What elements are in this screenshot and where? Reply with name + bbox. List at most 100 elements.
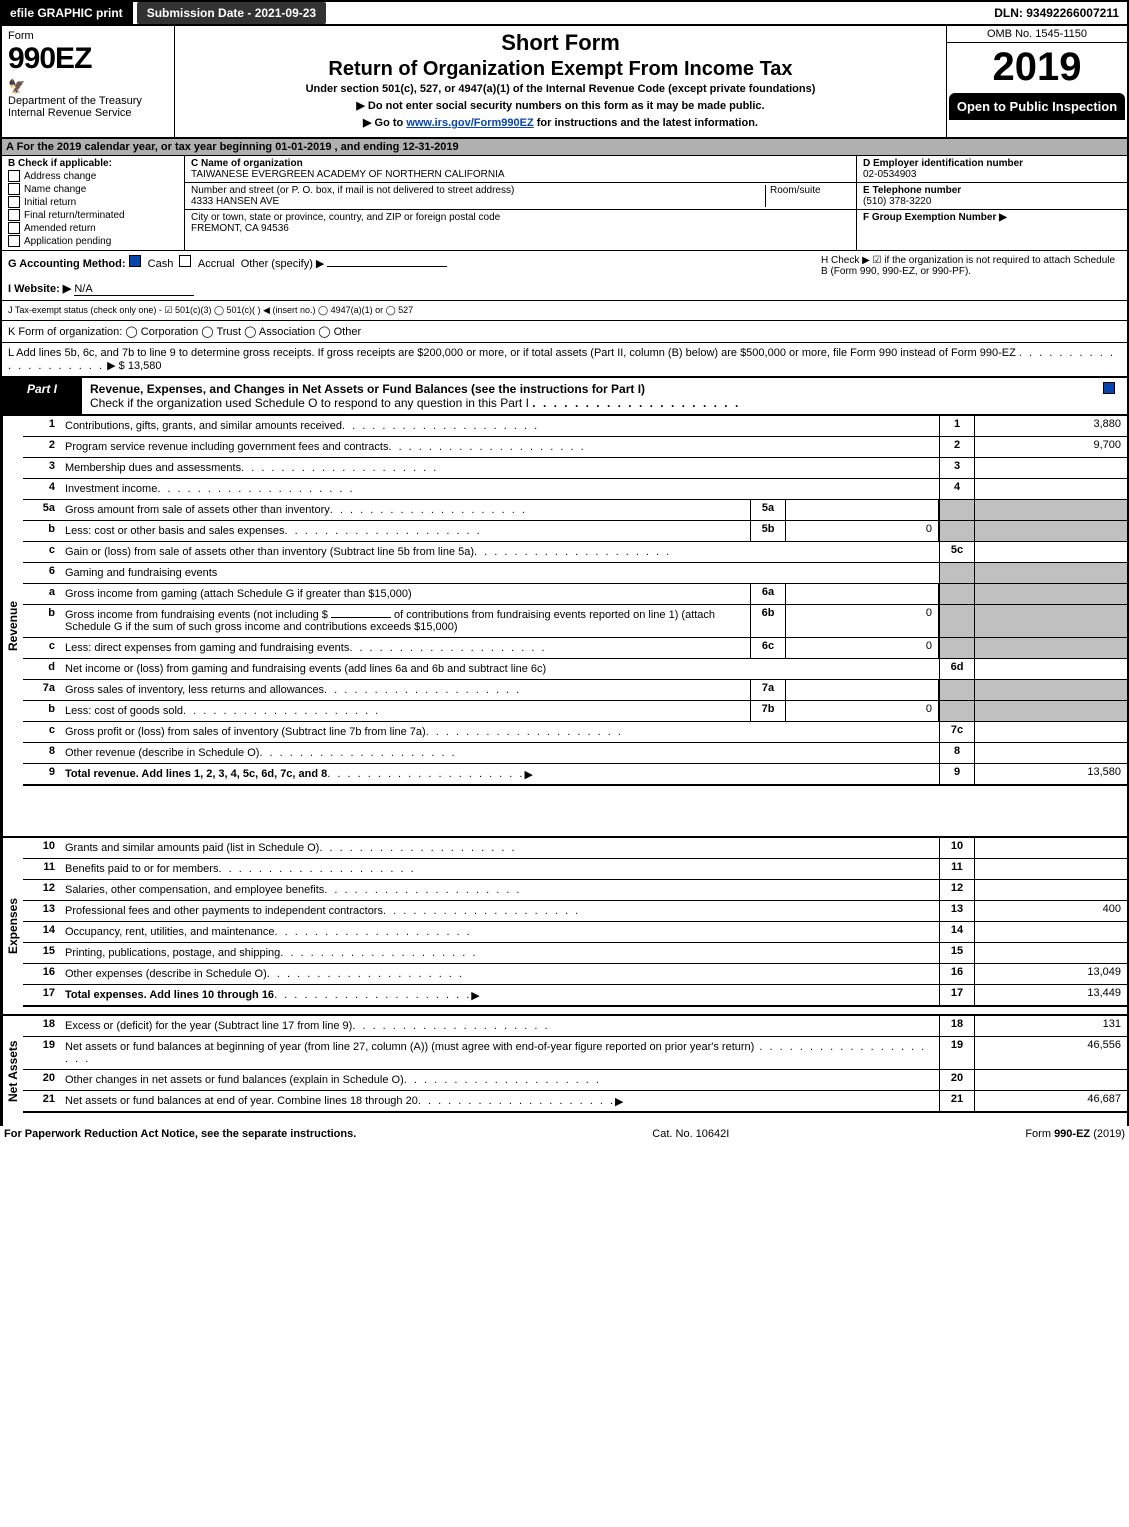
dots-icon	[285, 525, 482, 537]
contributions-field[interactable]	[331, 617, 391, 618]
row-rv	[974, 880, 1127, 900]
shaded-cell	[939, 701, 974, 721]
checkbox-name-change[interactable]	[8, 183, 20, 195]
row-desc: Gross sales of inventory, less returns a…	[65, 684, 324, 696]
row-num: 6	[23, 563, 61, 583]
submission-date-button[interactable]: Submission Date - 2021-09-23	[137, 2, 326, 24]
row-rv	[974, 1070, 1127, 1090]
row-mv: 0	[786, 638, 939, 658]
checkbox-cash[interactable]	[129, 255, 141, 267]
checkbox-schedule-o[interactable]	[1103, 382, 1115, 394]
tel-label: E Telephone number	[863, 185, 961, 196]
row-num: c	[23, 638, 61, 658]
row-num: c	[23, 722, 61, 742]
row-rn: 17	[939, 985, 974, 1005]
row-num: 8	[23, 743, 61, 763]
dept-treasury: Department of the Treasury	[8, 95, 168, 107]
row-rv: 46,687	[974, 1091, 1127, 1111]
shaded-cell	[939, 500, 974, 520]
checkbox-amended-return[interactable]	[8, 222, 20, 234]
efile-print-button[interactable]: efile GRAPHIC print	[2, 2, 133, 24]
row-mn: 5a	[750, 500, 786, 520]
row-desc: Gross income from gaming (attach Schedul…	[65, 588, 412, 600]
row-desc: Less: direct expenses from gaming and fu…	[65, 642, 349, 654]
part-1-check-text: Check if the organization used Schedule …	[90, 396, 529, 410]
room-suite-label: Room/suite	[765, 185, 850, 207]
dots-icon	[275, 926, 472, 938]
row-num: 16	[23, 964, 61, 984]
row-desc: Investment income	[65, 483, 157, 495]
expenses-vlabel: Expenses	[2, 838, 23, 1014]
row-mv	[786, 500, 939, 520]
dots-icon	[324, 884, 521, 896]
row-rn: 18	[939, 1016, 974, 1036]
shaded-cell	[939, 680, 974, 700]
checkbox-application-pending[interactable]	[8, 235, 20, 247]
part-1-title: Revenue, Expenses, and Changes in Net As…	[90, 382, 645, 396]
row-desc: Gross profit or (loss) from sales of inv…	[65, 726, 426, 738]
row-desc: Total revenue. Add lines 1, 2, 3, 4, 5c,…	[65, 768, 327, 780]
row-num: 12	[23, 880, 61, 900]
row-desc: Net assets or fund balances at beginning…	[65, 1041, 754, 1053]
shaded-cell	[974, 638, 1127, 658]
checkbox-initial-return[interactable]	[8, 196, 20, 208]
row-num: 9	[23, 764, 61, 784]
dots-icon	[218, 863, 415, 875]
row-desc: Membership dues and assessments	[65, 462, 241, 474]
row-rn: 21	[939, 1091, 974, 1111]
shaded-cell	[939, 521, 974, 541]
row-desc: Professional fees and other payments to …	[65, 905, 383, 917]
row-mn: 6b	[750, 605, 786, 637]
row-desc: Other expenses (describe in Schedule O)	[65, 968, 267, 980]
row-rv	[974, 542, 1127, 562]
irs-link[interactable]: www.irs.gov/Form990EZ	[406, 117, 533, 129]
row-rn: 6d	[939, 659, 974, 679]
irs-label: Internal Revenue Service	[8, 107, 168, 119]
row-num: b	[23, 701, 61, 721]
footer-right: Form 990-EZ (2019)	[1025, 1128, 1125, 1140]
line-l-arrow: ▶ $	[107, 360, 125, 372]
row-rn: 1	[939, 416, 974, 436]
accrual-label: Accrual	[198, 258, 235, 270]
row-rn: 19	[939, 1037, 974, 1069]
page-footer: For Paperwork Reduction Act Notice, see …	[0, 1126, 1129, 1142]
dots-icon	[532, 396, 740, 410]
part-1-table: Revenue 1Contributions, gifts, grants, a…	[0, 416, 1129, 1126]
shaded-cell	[974, 500, 1127, 520]
short-form-title: Short Form	[183, 30, 938, 56]
ein-value: 02-0534903	[863, 169, 916, 180]
org-name: TAIWANESE EVERGREEN ACADEMY OF NORTHERN …	[191, 169, 505, 180]
cb-label: Amended return	[24, 223, 96, 234]
row-desc: Less: cost of goods sold	[65, 705, 183, 717]
goto-note: ▶ Go to www.irs.gov/Form990EZ for instru…	[183, 116, 938, 129]
row-num: 7a	[23, 680, 61, 700]
shaded-cell	[939, 584, 974, 604]
row-rn: 16	[939, 964, 974, 984]
other-specify-field[interactable]	[327, 266, 447, 267]
row-num: 4	[23, 479, 61, 499]
row-rv	[974, 722, 1127, 742]
row-desc: Gain or (loss) from sale of assets other…	[65, 546, 474, 558]
line-g-h: G Accounting Method: Cash Accrual Other …	[0, 251, 1129, 301]
shaded-cell	[974, 563, 1127, 583]
checkbox-accrual[interactable]	[179, 255, 191, 267]
row-num: 10	[23, 838, 61, 858]
checkbox-final-return[interactable]	[8, 209, 20, 221]
dots-icon	[474, 546, 671, 558]
line-k: K Form of organization: ◯ Corporation ◯ …	[0, 321, 1129, 343]
row-rv: 46,556	[974, 1037, 1127, 1069]
row-mn: 5b	[750, 521, 786, 541]
net-assets-vlabel: Net Assets	[2, 1016, 23, 1126]
dots-icon	[280, 947, 477, 959]
dots-icon	[349, 642, 546, 654]
line-l-text: L Add lines 5b, 6c, and 7b to line 9 to …	[8, 347, 1016, 359]
checkbox-address-change[interactable]	[8, 170, 20, 182]
row-num: 18	[23, 1016, 61, 1036]
cash-label: Cash	[148, 258, 174, 270]
shaded-cell	[974, 701, 1127, 721]
arrow-icon: ▶	[471, 989, 479, 1002]
form-number: 990EZ	[8, 42, 168, 76]
row-mn: 6a	[750, 584, 786, 604]
dots-icon	[319, 842, 516, 854]
col-b-label: B Check if applicable:	[8, 158, 178, 169]
